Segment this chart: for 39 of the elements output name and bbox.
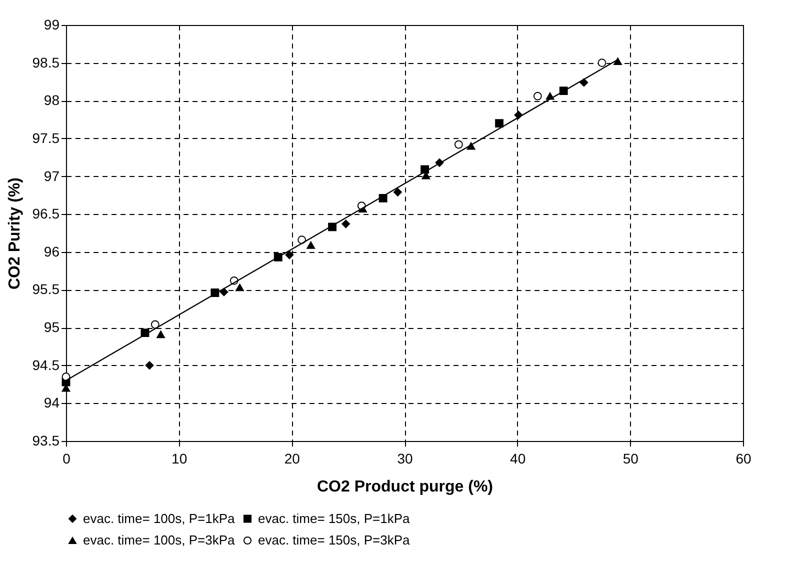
point <box>285 250 294 260</box>
y-axis-title: CO2 Purity (%) <box>6 177 24 290</box>
legend-label: evac. time= 150s, P=1kPa <box>258 510 411 526</box>
point <box>533 92 542 100</box>
point <box>394 188 402 196</box>
point <box>150 320 160 329</box>
point <box>236 284 244 292</box>
x-tick-label: 40 <box>510 450 526 466</box>
point <box>62 372 70 381</box>
point <box>306 241 316 249</box>
x-tick-label: 30 <box>397 450 413 466</box>
y-tick-label: 93.5 <box>32 432 60 448</box>
y-tick-label: 97.5 <box>32 130 60 146</box>
y-tick-label: 95.5 <box>32 281 60 298</box>
y-tick-label: 94 <box>44 394 60 411</box>
y-tick-label: 94.5 <box>32 356 60 373</box>
point <box>598 58 606 68</box>
x-tick-label: 50 <box>622 450 639 466</box>
point <box>580 78 588 87</box>
legend-label: evac. time= 150s, P=3kPa <box>258 532 411 548</box>
x-tick-label: 60 <box>736 450 752 466</box>
point <box>156 330 165 338</box>
x-tick-label: 0 <box>62 450 71 466</box>
y-tick-label: 99 <box>44 16 60 32</box>
point <box>342 220 350 228</box>
y-tick-label: 96.5 <box>32 206 60 222</box>
y-tick-label: 97 <box>44 168 60 184</box>
y-tick-label: 98.5 <box>32 54 60 70</box>
x-tick-label: 20 <box>284 450 300 466</box>
y-tick-label: 98 <box>44 92 60 108</box>
point <box>495 119 504 128</box>
point <box>454 140 463 149</box>
legend-label: evac. time= 100s, P=1kPa <box>83 510 236 526</box>
y-tick-label: 95 <box>44 319 60 336</box>
x-axis-title: CO2 Product purge (%) <box>316 478 494 496</box>
y-tick-label: 96 <box>44 243 60 260</box>
point <box>145 361 154 370</box>
x-tick-label: 10 <box>172 450 188 466</box>
legend-label: evac. time= 100s, P=3kPa <box>83 532 236 548</box>
